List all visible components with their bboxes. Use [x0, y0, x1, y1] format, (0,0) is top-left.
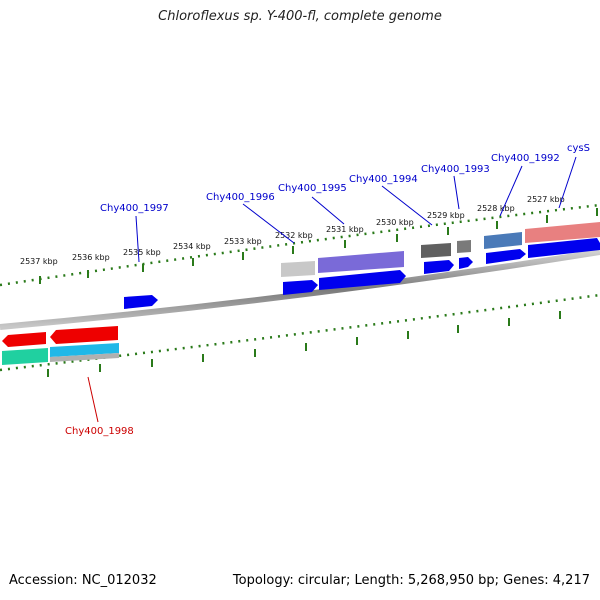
tick-label: 2537 kbp	[20, 257, 58, 266]
gene-arrow[interactable]	[486, 249, 526, 264]
gene-arrow[interactable]	[459, 257, 473, 269]
tick-label: 2530 kbp	[376, 218, 414, 227]
gene-feature[interactable]	[484, 232, 522, 249]
upper-major-ticks	[39, 208, 598, 284]
tick-label: 2533 kbp	[224, 237, 262, 246]
tick-label: 2534 kbp	[173, 242, 211, 251]
reverse-gene-arrows	[2, 326, 119, 365]
gene-label-cyss[interactable]: cysS	[567, 143, 590, 154]
accession-text: Accession: NC_012032	[9, 573, 157, 588]
gene-label-chy400-1992[interactable]: Chy400_1992	[491, 153, 560, 164]
gene-label-chy400-1995[interactable]: Chy400_1995	[278, 183, 347, 194]
tick-label: 2532 kbp	[275, 231, 313, 240]
gene-label-chy400-1993[interactable]: Chy400_1993	[421, 164, 490, 175]
gene-feature[interactable]	[318, 251, 404, 273]
tick-label: 2536 kbp	[72, 253, 110, 262]
gene-arrow[interactable]	[2, 332, 46, 347]
gene-feature[interactable]	[421, 243, 451, 258]
gene-arrow[interactable]	[124, 295, 158, 309]
tick-label: 2535 kbp	[123, 248, 161, 257]
forward-gene-arrows	[124, 238, 600, 309]
upper-tick-rail	[0, 203, 600, 287]
gene-labels: Chy400_1997 Chy400_1996 Chy400_1995 Chy4…	[65, 143, 590, 437]
gene-arrow[interactable]	[283, 280, 318, 295]
genome-backbone	[0, 249, 600, 330]
gene-label-chy400-1998[interactable]: Chy400_1998	[65, 426, 134, 437]
gene-arrow[interactable]	[50, 326, 118, 344]
genome-summary-text: Topology: circular; Length: 5,268,950 bp…	[232, 573, 590, 588]
gene-label-chy400-1994[interactable]: Chy400_1994	[349, 174, 418, 185]
gene-feature[interactable]	[50, 343, 119, 357]
gene-label-chy400-1997[interactable]: Chy400_1997	[100, 203, 169, 214]
tick-label: 2531 kbp	[326, 225, 364, 234]
genome-title: Chloroflexus sp. Y-400-fl, complete geno…	[158, 9, 442, 24]
forward-feature-track	[281, 222, 600, 277]
gene-feature[interactable]	[457, 240, 471, 253]
gene-feature[interactable]	[525, 222, 600, 243]
gene-feature[interactable]	[281, 261, 315, 277]
lower-major-ticks	[47, 311, 561, 377]
gene-arrow[interactable]	[424, 260, 454, 274]
gene-feature[interactable]	[2, 348, 48, 365]
kbp-tick-labels: 2537 kbp 2536 kbp 2535 kbp 2534 kbp 2533…	[20, 195, 565, 266]
gene-feature[interactable]	[50, 353, 119, 362]
gene-arrow[interactable]	[528, 238, 600, 258]
tick-label: 2529 kbp	[427, 211, 465, 220]
label-leader-lines	[87, 156, 577, 423]
gene-label-chy400-1996[interactable]: Chy400_1996	[206, 192, 275, 203]
tick-label: 2527 kbp	[527, 195, 565, 204]
tick-label: 2528 kbp	[477, 204, 515, 213]
gene-arrow[interactable]	[319, 270, 406, 290]
